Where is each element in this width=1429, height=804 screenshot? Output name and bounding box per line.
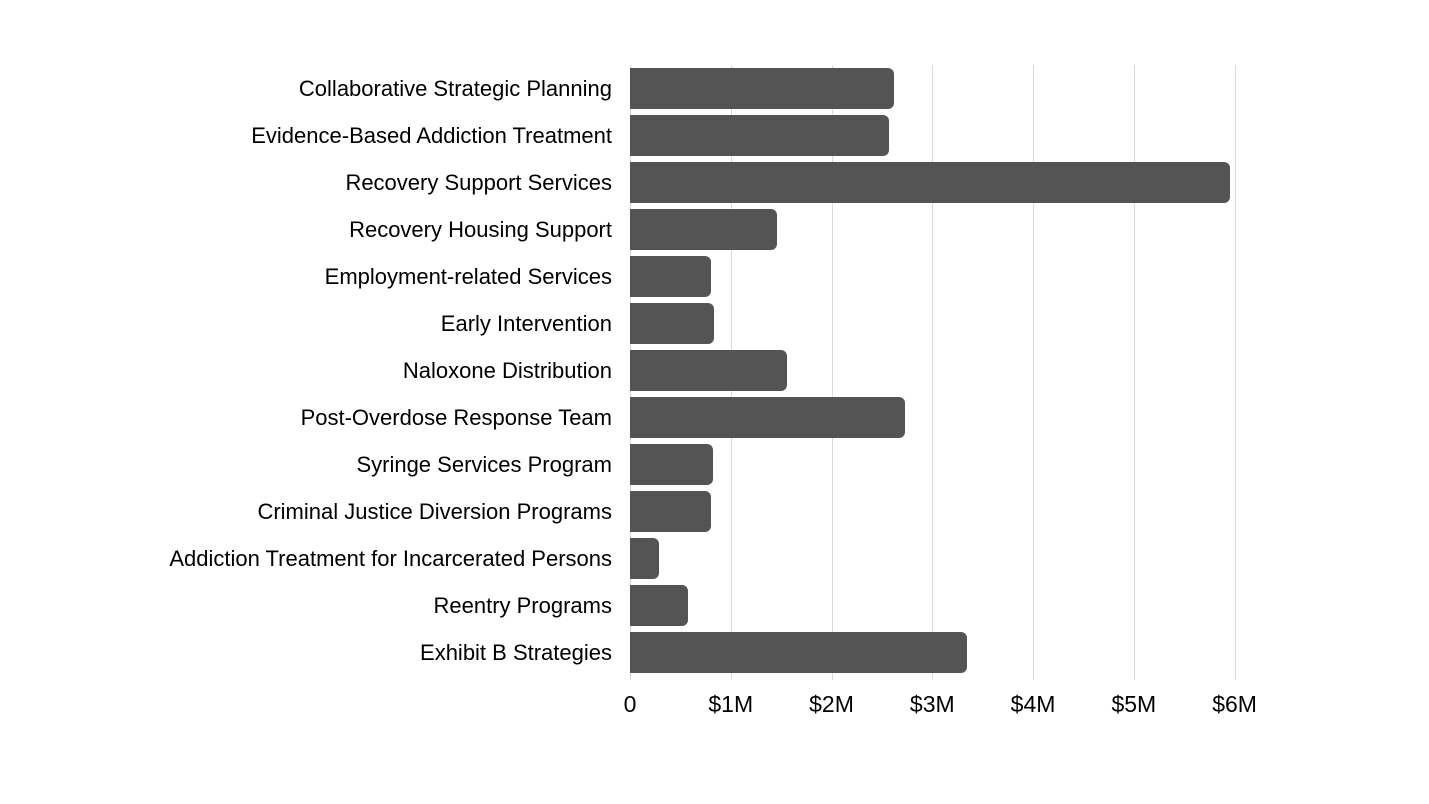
x-tick-label: $1M <box>708 691 754 717</box>
bar <box>630 538 660 579</box>
category-label: Naloxone Distribution <box>402 358 612 383</box>
bar <box>630 256 711 297</box>
gridline <box>1234 65 1236 680</box>
bar <box>630 162 1230 203</box>
bar <box>630 350 788 391</box>
category-label: Early Intervention <box>440 311 612 336</box>
gridline <box>932 65 934 680</box>
bar <box>630 303 714 344</box>
category-label: Recovery Housing Support <box>349 217 612 242</box>
category-label: Addiction Treatment for Incarcerated Per… <box>169 546 612 571</box>
bar <box>630 397 906 438</box>
category-label: Exhibit B Strategies <box>420 640 612 665</box>
gridline <box>1133 65 1135 680</box>
category-label: Criminal Justice Diversion Programs <box>257 499 612 524</box>
category-label: Employment-related Services <box>324 264 612 289</box>
bar <box>630 491 711 532</box>
category-label: Collaborative Strategic Planning <box>298 76 612 101</box>
category-label: Post-Overdose Response Team <box>300 405 612 430</box>
gridline <box>831 65 833 680</box>
x-tick-label: $5M <box>1111 691 1157 717</box>
bar <box>630 68 894 109</box>
x-tick-label: $4M <box>1010 691 1056 717</box>
bar <box>630 209 778 250</box>
bar <box>630 585 689 626</box>
category-label: Syringe Services Program <box>356 452 612 477</box>
bar <box>630 632 967 673</box>
bar <box>630 444 713 485</box>
category-label: Reentry Programs <box>433 593 612 618</box>
x-tick-label: $2M <box>809 691 854 717</box>
gridline <box>1033 65 1035 680</box>
x-tick-label: 0 <box>623 691 637 717</box>
bar <box>630 115 889 156</box>
category-label: Evidence-Based Addiction Treatment <box>251 123 612 148</box>
category-label: Recovery Support Services <box>345 170 612 195</box>
x-tick-label: $3M <box>909 691 955 717</box>
x-tick-label: $6M <box>1212 691 1257 717</box>
